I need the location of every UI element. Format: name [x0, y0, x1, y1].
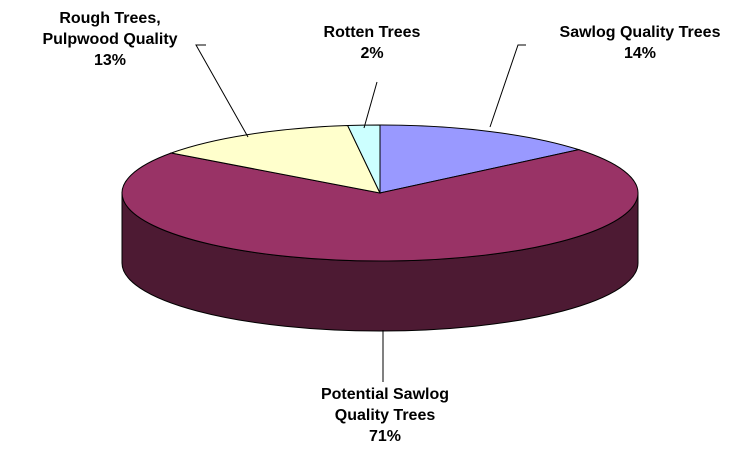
leader-line [363, 81, 378, 129]
data-label: Sawlog Quality Trees 14% [525, 22, 747, 64]
label-name: Rough Trees, Pulpwood Quality [42, 10, 178, 48]
data-label: Rough Trees, Pulpwood Quality 13% [10, 8, 210, 71]
label-value: 71% [368, 428, 402, 445]
label-value: 2% [360, 45, 384, 62]
pie-slice [379, 124, 581, 194]
data-label: Rotten Trees 2% [302, 22, 442, 64]
label-name: Sawlog Quality Trees [559, 24, 721, 41]
label-value: 14% [623, 45, 657, 62]
pie-slice [346, 124, 381, 194]
label-name: Rotten Trees [323, 24, 421, 41]
pie-slice [169, 125, 381, 194]
data-label: Potential Sawlog Quality Trees 71% [290, 384, 480, 447]
pie-slice [121, 149, 639, 262]
leader-line [489, 44, 526, 128]
leader-line [195, 44, 249, 138]
label-name: Potential Sawlog Quality Trees [320, 386, 449, 424]
label-value: 13% [93, 52, 127, 69]
